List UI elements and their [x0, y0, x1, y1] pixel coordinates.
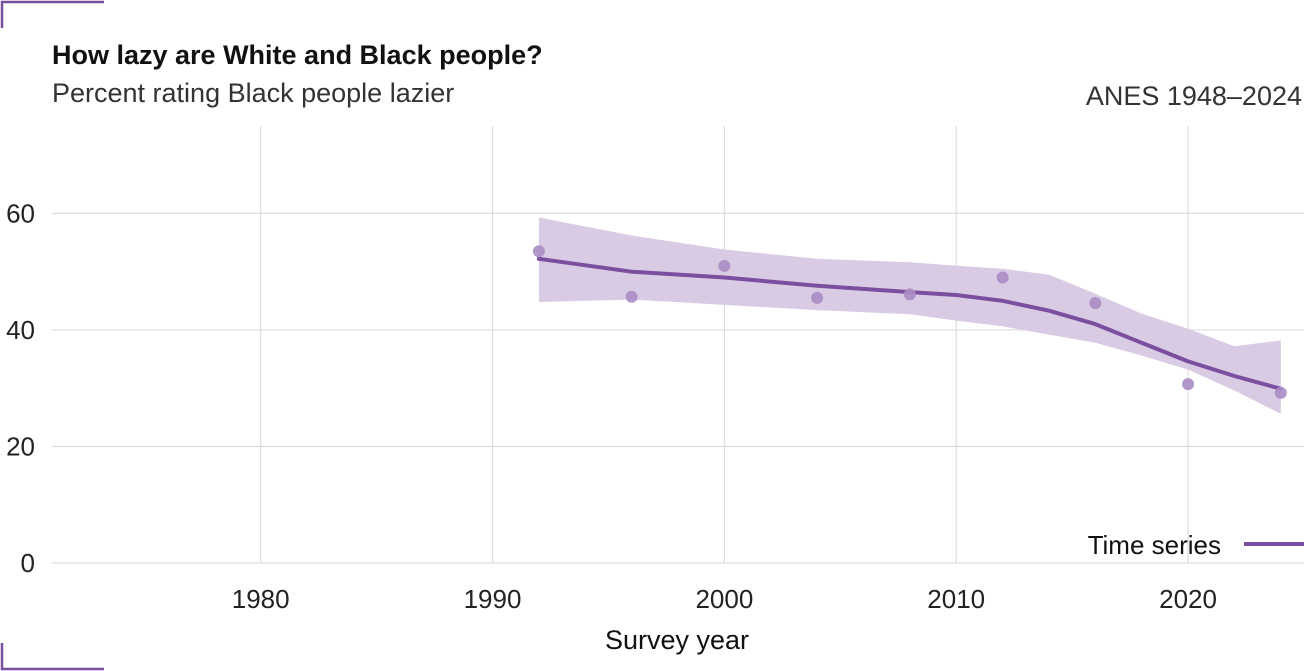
data-points-group [532, 245, 1287, 399]
x-axis-title: Survey year [605, 625, 749, 655]
data-point [718, 259, 731, 272]
x-tick-label: 2000 [695, 584, 753, 614]
trend-line-group [536, 256, 1283, 391]
legend: Time series [1088, 530, 1304, 560]
confidence-band-group [538, 217, 1281, 414]
data-point [1089, 297, 1102, 310]
data-point [811, 291, 824, 304]
x-tick-label: 1990 [464, 584, 522, 614]
x-tick-label: 1980 [232, 584, 290, 614]
data-point [903, 288, 916, 301]
corner-bracket-top [0, 0, 104, 28]
data-point [1182, 378, 1195, 391]
y-tick-label: 40 [6, 315, 35, 345]
y-tick-label: 0 [21, 548, 35, 578]
chart-title: How lazy are White and Black people? [52, 40, 543, 70]
corner-bracket-bottom [0, 643, 104, 671]
chart-subtitle: Percent rating Black people lazier [52, 78, 454, 108]
confidence-band [538, 217, 1281, 414]
trend-line [536, 256, 1283, 391]
data-point [532, 245, 545, 258]
axis-ticks: 0 20 40 60 1980 1990 2000 2010 2020 [6, 198, 1217, 614]
data-point [1274, 386, 1287, 399]
data-point [625, 290, 638, 303]
y-tick-label: 60 [6, 198, 35, 228]
source-label: ANES 1948–2024 [1086, 81, 1302, 111]
data-point [996, 271, 1009, 284]
x-tick-label: 2020 [1159, 584, 1217, 614]
legend-label: Time series [1088, 530, 1221, 560]
y-tick-label: 20 [6, 431, 35, 461]
x-tick-label: 2010 [927, 584, 985, 614]
grid-lines [52, 126, 1304, 564]
